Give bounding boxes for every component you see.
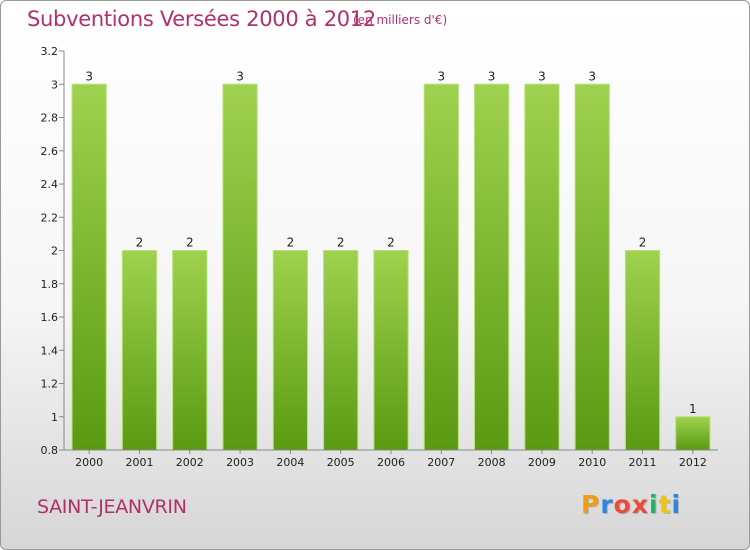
bar-2007 [423, 83, 459, 451]
bar-2002 [172, 250, 208, 451]
x-tick-label: 2002 [176, 456, 204, 469]
bar-value-label: 2 [186, 236, 194, 250]
y-tick-label: 1.6 [41, 311, 59, 324]
bar-value-label: 1 [689, 402, 697, 416]
y-tick-label: 1.2 [41, 378, 59, 391]
logo-letter: x [631, 490, 649, 519]
logo-letter: o [613, 490, 632, 519]
logo-letter: t [658, 490, 672, 519]
y-tick-label: 2.2 [41, 211, 59, 224]
x-tick-label: 2006 [377, 456, 405, 469]
x-tick-label: 2003 [226, 456, 254, 469]
x-tick-label: 2004 [276, 456, 304, 469]
logo-letter: i [671, 490, 682, 519]
bar-2008 [474, 83, 510, 451]
bar-value-label: 2 [387, 236, 395, 250]
bar-value-label: 3 [488, 69, 496, 83]
bar-value-label: 3 [85, 69, 93, 83]
y-tick-label: 1 [51, 411, 58, 424]
bar-value-label: 3 [236, 69, 244, 83]
y-tick-label: 1.8 [41, 278, 59, 291]
x-tick-label: 2010 [578, 456, 606, 469]
bar-value-label: 2 [136, 236, 144, 250]
bar-value-label: 3 [538, 69, 546, 83]
bar-value-label: 3 [437, 69, 445, 83]
bar-value-label: 2 [639, 236, 647, 250]
bar-2012 [675, 416, 711, 451]
y-tick-label: 1.4 [41, 344, 59, 357]
y-tick-label: 3.2 [41, 45, 59, 58]
x-tick-label: 2008 [478, 456, 506, 469]
y-tick-label: 2.4 [41, 178, 59, 191]
bar-2005 [323, 250, 359, 451]
bar-2010 [574, 83, 610, 451]
commune-name: SAINT-JEANVRIN [37, 496, 187, 518]
y-tick-label: 2.6 [41, 145, 59, 158]
bar-2009 [524, 83, 560, 451]
x-tick-label: 2000 [75, 456, 103, 469]
bar-value-label: 2 [287, 236, 295, 250]
y-tick-label: 3 [51, 78, 58, 91]
bar-2006 [373, 250, 409, 451]
x-tick-label: 2007 [427, 456, 455, 469]
x-tick-label: 2009 [528, 456, 556, 469]
y-axis: 0.8 1 1.2 1.4 1.6 1.8 2 2.2 2.4 2.6 2.8 3 3.2 [41, 45, 65, 457]
unit-note: (en milliers d'€) [353, 13, 448, 27]
bar-2003 [222, 83, 258, 451]
y-tick-label: 2.8 [41, 112, 59, 125]
y-tick-label: 0.8 [41, 444, 59, 457]
bar-2000 [71, 83, 107, 451]
bar-2004 [272, 250, 308, 451]
bars-group: 3 2 2 3 2 2 2 3 3 3 3 2 1 [71, 69, 711, 451]
logo-letter: r [600, 490, 614, 519]
bar-value-label: 2 [337, 236, 345, 250]
proxiti-logo: Proxiti [581, 490, 681, 519]
chart-title: Subventions Versées 2000 à 2012 [27, 7, 376, 31]
logo-letter: i [649, 490, 659, 519]
x-tick-label: 2012 [679, 456, 707, 469]
bar-value-label: 3 [588, 69, 596, 83]
bar-2001 [121, 250, 158, 451]
x-tick-label: 2011 [629, 456, 657, 469]
logo-letter: P [581, 490, 601, 519]
x-tick-label: 2005 [327, 456, 355, 469]
bar-2011 [624, 250, 661, 451]
y-tick-label: 2 [51, 245, 58, 258]
x-tick-label: 2001 [125, 456, 153, 469]
x-axis: 2000 2001 2002 2003 2004 2005 2006 2007 2008 2009… [64, 449, 718, 469]
